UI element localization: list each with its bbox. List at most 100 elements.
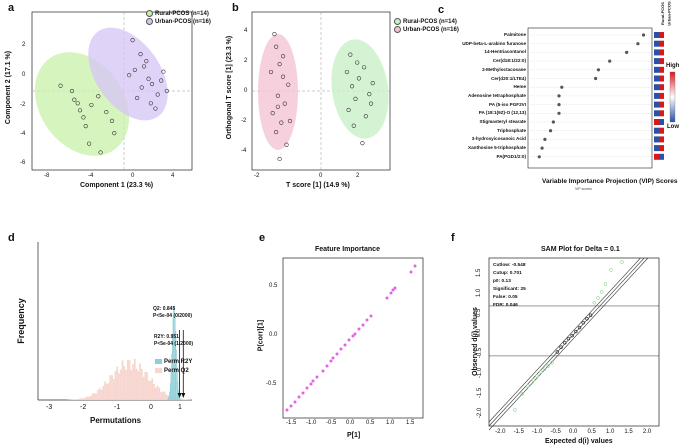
histogram-bar <box>102 386 105 400</box>
d-xtick: 1 <box>178 404 182 411</box>
sam-point-significant <box>539 370 543 374</box>
sam-point <box>563 341 567 345</box>
sam-stats: Cutlow: -0.548 Cutup: 0.701 p0: 0.13 Sig… <box>493 262 526 310</box>
sam-point-significant <box>609 268 613 272</box>
e-xtick: -1.5 <box>286 420 297 426</box>
a-ytick: -2 <box>20 102 26 108</box>
scatter-point <box>132 67 137 73</box>
histogram-bar <box>177 381 179 400</box>
b-xtick: 0 <box>319 173 323 179</box>
panel-b: b Rural-PCOS (n=14) Urban-PCOS (n=16) -2… <box>226 0 459 215</box>
c-xlabel: Variable Importance Projection (VIP) Sco… <box>542 178 678 185</box>
scatter-point <box>69 88 75 94</box>
heat-cell <box>654 58 659 65</box>
scatter-point <box>351 123 356 128</box>
heat-cell <box>659 127 664 134</box>
histogram-bar <box>83 398 85 400</box>
e-xtick: -0.5 <box>326 420 337 426</box>
histogram-bar <box>171 353 172 400</box>
scatter-point <box>274 44 279 49</box>
histogram-bar <box>169 391 170 400</box>
scatter-point <box>370 80 375 86</box>
histogram-bar <box>112 378 115 400</box>
heat-cell <box>659 145 664 152</box>
e-xtick: 0.0 <box>346 420 355 426</box>
vip-label: PA(PGD1/2:0) <box>496 153 526 159</box>
scatter-point <box>144 59 149 64</box>
f-xtick: 0.5 <box>587 429 596 435</box>
vip-label: Xanthosine 5-triphosphate <box>468 145 526 151</box>
heat-cell <box>659 110 664 117</box>
stat-p0: p0: 0.13 <box>493 279 511 284</box>
r2y-pvalue: P<5e-04 (1/2000) <box>154 341 194 347</box>
feature-point <box>357 327 361 331</box>
a-xtick: -8 <box>44 173 50 179</box>
panel-a-label: a <box>8 2 15 14</box>
panel-f-plot <box>488 257 660 431</box>
heat-cell <box>654 66 659 73</box>
histogram-bar <box>156 385 159 400</box>
legend-item-rural: Rural-PCOS (n=14) <box>146 10 211 18</box>
b-xlabel: T score [1] (14.9 %) <box>286 182 350 189</box>
panel-a-plot <box>31 11 193 171</box>
b-ytick: 4 <box>244 28 248 34</box>
panel-d-legend: Perm R2Y Perm Q2 <box>155 358 192 376</box>
b-ylabel: Orthogonal T score [1] (23.3 %) <box>226 35 234 140</box>
scatter-point <box>149 81 155 87</box>
legend-item-urban: Urban-PCOS (n=16) <box>394 26 459 34</box>
histogram-bar <box>172 317 174 400</box>
vip-point <box>537 155 541 159</box>
histogram-bar <box>125 370 127 400</box>
feature-point <box>331 356 335 360</box>
feature-point <box>339 347 343 351</box>
f-title: SAM Plot for Delta = 0.1 <box>541 246 620 253</box>
f-xtick: -1.5 <box>513 429 524 435</box>
heat-cell <box>654 75 659 82</box>
legend-label: Perm Q2 <box>164 368 189 374</box>
panel-a: a Rural-PCOS (n=14) Urban-PCOS (n=16) -8… <box>0 0 230 215</box>
vip-label: UDP-beta-L-arabino furanose <box>462 40 526 46</box>
sam-point <box>588 313 593 317</box>
scatter-point <box>356 76 362 81</box>
histogram-bar <box>109 375 112 400</box>
d-xtick: -1 <box>114 404 121 411</box>
feature-point <box>285 408 289 412</box>
scatter-point <box>284 142 289 147</box>
f-xtick: -2.0 <box>495 429 506 435</box>
heat-cell <box>659 153 664 160</box>
heat-cell <box>659 119 664 125</box>
histogram-bar <box>176 367 178 400</box>
heat-cell <box>654 136 659 143</box>
f-ytick: -2.0 <box>477 407 484 419</box>
vip-point <box>557 111 561 115</box>
legend-item-rural: Rural-PCOS (n=14) <box>394 18 459 26</box>
legend-swatch-urban <box>146 18 153 26</box>
f-xlabel: Expected d(i) values <box>545 438 613 445</box>
scatter-point <box>148 101 153 106</box>
scatter-point <box>363 114 368 119</box>
vip-point <box>557 94 561 98</box>
histogram-bar <box>174 314 176 400</box>
stat-fdr: FDR: 0.046 <box>493 303 518 308</box>
feature-point <box>365 318 369 322</box>
scatter-point <box>58 83 63 88</box>
scatter-point <box>280 54 286 59</box>
sam-point-significant <box>596 296 600 300</box>
e-xtick: 0.5 <box>366 420 375 426</box>
histogram-bar <box>144 371 147 400</box>
d-xtick: 0 <box>149 404 153 411</box>
heat-cell <box>654 110 659 117</box>
legend-label: Urban-PCOS (n=16) <box>155 19 211 26</box>
b-ytick: 2 <box>244 58 248 64</box>
sam-point-significant <box>535 374 539 378</box>
scatter-point <box>282 101 287 106</box>
sam-point <box>581 321 585 325</box>
scatter-point <box>104 109 109 115</box>
vip-label: PA (5-iso PGF2VI <box>488 101 526 107</box>
e-ytick: -0.5 <box>266 381 277 387</box>
histogram-bar <box>173 306 175 400</box>
scatter-point <box>368 101 374 106</box>
f-ylabel: Observed d(i) values <box>471 307 479 376</box>
stat-cutup: Cutup: 0.701 <box>493 271 522 276</box>
feature-point <box>293 400 297 404</box>
